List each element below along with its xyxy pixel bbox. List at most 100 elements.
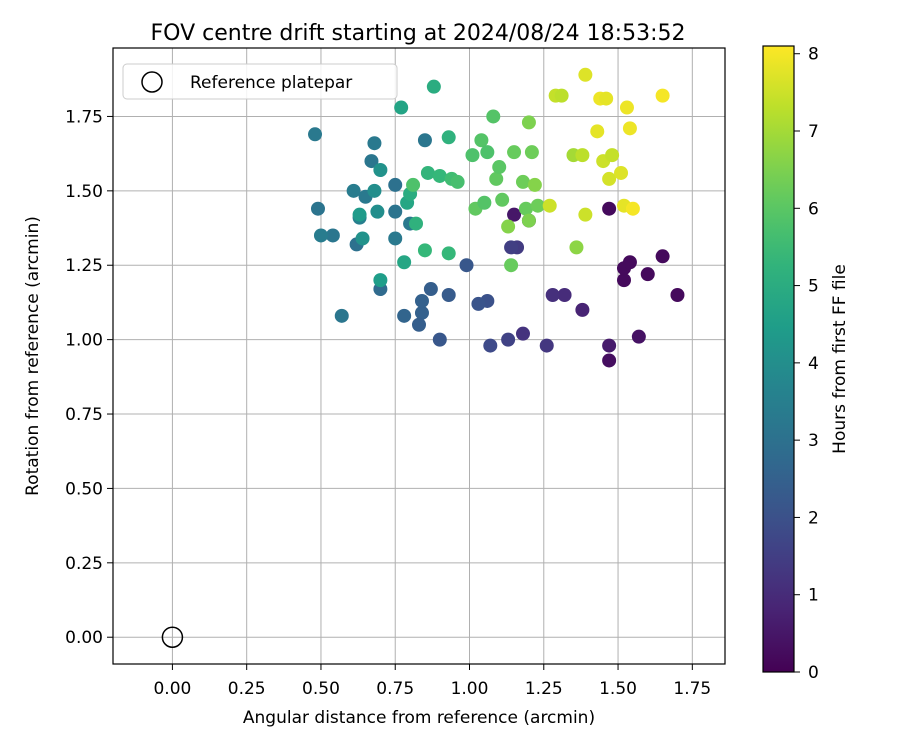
scatter-point bbox=[602, 171, 617, 186]
scatter-point bbox=[308, 127, 323, 142]
scatter-point bbox=[373, 273, 388, 288]
scatter-point bbox=[602, 353, 617, 368]
grid-lines bbox=[113, 48, 725, 664]
scatter-point bbox=[575, 302, 590, 317]
scatter-points bbox=[308, 67, 685, 368]
scatter-point bbox=[397, 308, 412, 323]
scatter-point bbox=[313, 228, 328, 243]
y-tick-label: 0.75 bbox=[65, 405, 103, 425]
scatter-point bbox=[605, 148, 620, 163]
scatter-point bbox=[334, 308, 349, 323]
scatter-point bbox=[569, 240, 584, 255]
scatter-point bbox=[527, 177, 542, 192]
colorbar-tick-label: 3 bbox=[808, 431, 819, 451]
legend: Reference platepar bbox=[122, 63, 398, 100]
scatter-point bbox=[578, 207, 593, 222]
scatter-point bbox=[545, 287, 560, 302]
chart-title: FOV centre drift starting at 2024/08/24 … bbox=[151, 21, 686, 46]
scatter-point bbox=[521, 115, 536, 130]
scatter-point bbox=[480, 145, 495, 160]
colorbar: 0 1 2 3 4 5 6 7 8 Hours from first FF file bbox=[762, 45, 850, 683]
scatter-point bbox=[655, 249, 670, 264]
scatter-point bbox=[352, 207, 367, 222]
y-tick-label: 1.50 bbox=[65, 182, 103, 202]
colorbar-tick-label: 4 bbox=[808, 354, 819, 374]
colorbar-tick-label: 6 bbox=[808, 199, 819, 219]
colorbar-ticks: 0 1 2 3 4 5 6 7 8 bbox=[794, 45, 819, 683]
scatter-point bbox=[477, 195, 492, 210]
scatter-point bbox=[501, 332, 516, 347]
scatter-point bbox=[575, 148, 590, 163]
scatter-point bbox=[670, 287, 685, 302]
colorbar-gradient bbox=[762, 45, 795, 673]
plot-area: 0.00 0.25 0.50 0.75 1.00 1.25 1.50 1.75 0.00 0.2… bbox=[65, 47, 726, 699]
scatter-point bbox=[524, 145, 539, 160]
scatter-point bbox=[515, 326, 530, 341]
scatter-point bbox=[521, 213, 536, 228]
scatter-point bbox=[346, 183, 361, 198]
scatter-point bbox=[420, 165, 435, 180]
scatter-point bbox=[412, 317, 426, 332]
scatter-point bbox=[631, 329, 646, 344]
y-tick-label: 0.00 bbox=[65, 628, 103, 648]
y-axis-label: Rotation from reference (arcmin) bbox=[23, 216, 43, 496]
scatter-point bbox=[394, 100, 409, 115]
x-tick-label: 1.25 bbox=[525, 679, 563, 699]
colorbar-tick-label: 1 bbox=[808, 586, 819, 606]
scatter-point bbox=[518, 201, 533, 216]
scatter-point bbox=[406, 177, 421, 192]
scatter-point bbox=[622, 255, 637, 270]
scatter-point bbox=[515, 174, 530, 189]
colorbar-tick-label: 7 bbox=[808, 122, 819, 142]
scatter-point bbox=[602, 338, 617, 353]
scatter-point bbox=[388, 177, 403, 192]
scatter-point bbox=[409, 216, 424, 231]
scatter-point bbox=[602, 201, 617, 216]
scatter-point bbox=[388, 231, 403, 246]
legend-reference-marker bbox=[141, 71, 163, 93]
y-tick-label: 0.25 bbox=[65, 554, 103, 574]
y-tick-label: 1.00 bbox=[65, 331, 103, 351]
plot-frame bbox=[112, 47, 726, 665]
scatter-point bbox=[504, 258, 519, 273]
scatter-point bbox=[616, 273, 631, 288]
scatter-point bbox=[655, 88, 670, 103]
x-tick-label: 0.50 bbox=[302, 679, 340, 699]
scatter-point bbox=[507, 145, 522, 160]
scatter-point bbox=[459, 258, 474, 273]
scatter-point bbox=[625, 201, 640, 216]
scatter-point bbox=[441, 246, 456, 261]
scatter-point bbox=[486, 109, 501, 124]
scatter-point bbox=[414, 305, 429, 320]
scatter-point bbox=[370, 204, 385, 219]
scatter-point bbox=[367, 136, 382, 151]
x-axis-ticks: 0.00 0.25 0.50 0.75 1.00 1.25 1.50 1.75 bbox=[153, 664, 711, 699]
scatter-point bbox=[554, 88, 569, 103]
scatter-point bbox=[355, 231, 370, 246]
x-tick-label: 1.00 bbox=[451, 679, 489, 699]
x-tick-label: 0.25 bbox=[228, 679, 266, 699]
scatter-point bbox=[432, 168, 447, 183]
y-axis-ticks: 0.00 0.25 0.50 0.75 1.00 1.25 1.50 1.75 bbox=[65, 107, 113, 648]
scatter-point bbox=[489, 171, 504, 186]
scatter-point bbox=[441, 130, 456, 145]
scatter-point bbox=[599, 91, 614, 106]
scatter-point bbox=[414, 293, 429, 308]
x-tick-label: 0.00 bbox=[153, 679, 191, 699]
scatter-point bbox=[450, 174, 465, 189]
scatter-point bbox=[310, 201, 325, 216]
scatter-point bbox=[364, 154, 379, 169]
scatter-point bbox=[388, 204, 403, 219]
scatter-point bbox=[492, 160, 507, 175]
scatter-point bbox=[614, 165, 629, 180]
scatter-point bbox=[578, 67, 593, 82]
scatter-point bbox=[495, 192, 510, 207]
scatter-point bbox=[539, 338, 554, 353]
scatter-point bbox=[557, 287, 572, 302]
scatter-point bbox=[465, 148, 480, 163]
scatter-point bbox=[622, 121, 637, 136]
scatter-point bbox=[640, 267, 655, 282]
colorbar-tick-label: 8 bbox=[808, 45, 819, 65]
scatter-point bbox=[373, 163, 388, 178]
